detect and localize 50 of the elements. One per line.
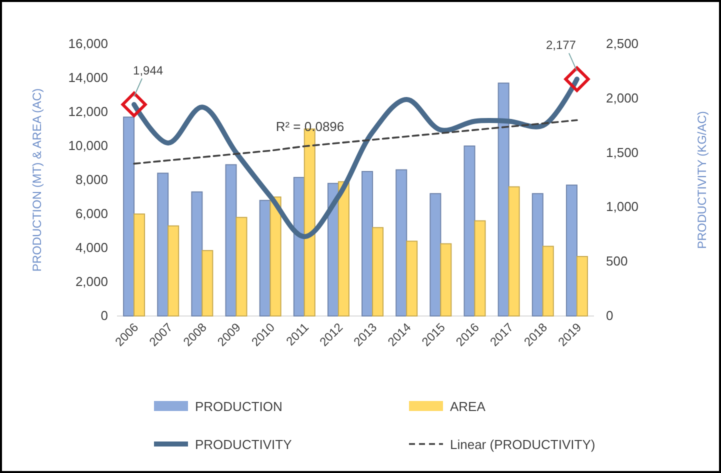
bar: [576, 256, 588, 316]
y2-tick-label: 1,500: [606, 144, 639, 160]
y-tick-label: 14,000: [68, 70, 108, 85]
y2-tick-label: 2,000: [606, 90, 639, 106]
bar: [168, 225, 180, 316]
y-tick-label: 2,000: [75, 274, 108, 289]
y2-tick-label: 0: [606, 308, 614, 323]
y-tick-label: 6,000: [75, 206, 108, 221]
bar: [396, 169, 408, 316]
bar: [157, 172, 169, 316]
bar: [474, 220, 486, 316]
bar: [508, 186, 520, 316]
line-series: [133, 119, 578, 165]
y2-tick-label: 500: [606, 254, 628, 269]
bar: [202, 250, 214, 316]
y2-axis-title: PRODUCTIVITY (KG/AC): [695, 111, 709, 249]
bar: [498, 82, 510, 316]
y-tick-label: 12,000: [68, 104, 108, 119]
bar: [362, 171, 374, 316]
annotation: R² = 0.0896: [276, 119, 344, 134]
data-label: 2,177: [546, 38, 576, 52]
bar: [430, 193, 442, 316]
y2-tick-label: 2,500: [606, 36, 639, 51]
y-axis-title: PRODUCTION (MT) & AREA (AC): [30, 88, 44, 272]
y-tick-label: 4,000: [75, 240, 108, 255]
legend-label: PRODUCTION: [195, 399, 282, 414]
bar: [236, 216, 248, 316]
y-tick-label: 8,000: [75, 172, 108, 187]
bar: [225, 164, 237, 316]
bar: [566, 184, 578, 316]
y2-tick-label: 1,000: [606, 199, 639, 214]
bar: [259, 200, 271, 316]
bar: [464, 146, 476, 316]
legend-label: PRODUCTIVITY: [195, 437, 292, 452]
legend-label: Linear (PRODUCTIVITY): [450, 437, 596, 452]
bar: [406, 240, 418, 316]
bar: [338, 181, 350, 316]
y-tick-label: 10,000: [68, 138, 108, 153]
data-label: 1,944: [133, 63, 164, 78]
bar: [191, 191, 203, 316]
y-tick-label: 0: [100, 308, 108, 323]
bar: [134, 214, 146, 316]
bar: [372, 227, 384, 316]
bar: [532, 193, 544, 316]
bar: [440, 243, 452, 316]
legend-label: AREA: [450, 399, 486, 414]
y-tick-label: 16,000: [68, 36, 108, 51]
bar: [542, 246, 554, 316]
bar: [123, 116, 135, 316]
bar: [270, 196, 282, 316]
